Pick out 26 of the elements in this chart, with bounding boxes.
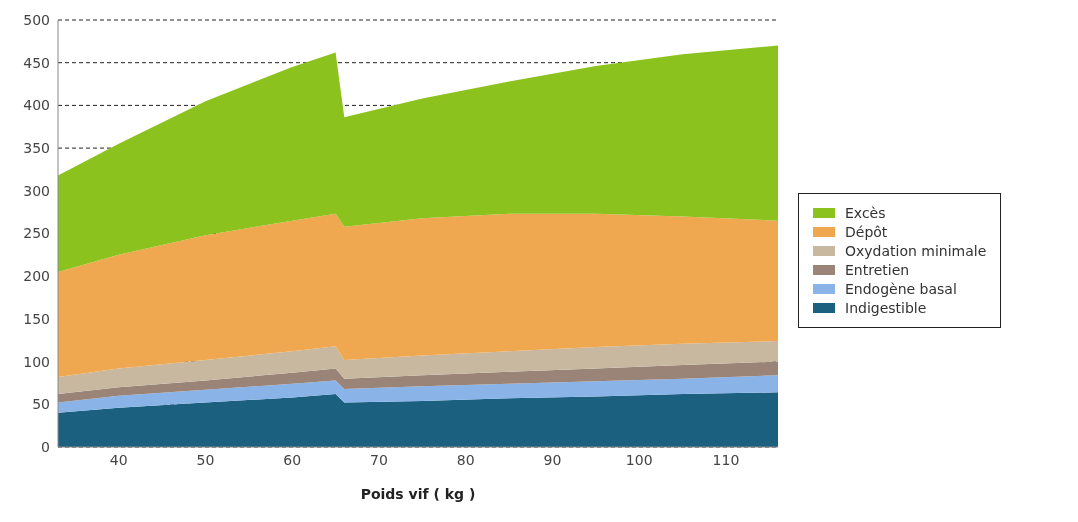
legend-label: Indigestible — [845, 300, 927, 316]
y-tick-label: 500 — [23, 11, 50, 28]
y-tick-label: 250 — [23, 225, 50, 242]
legend-label: Endogène basal — [845, 281, 957, 297]
x-tick-label: 110 — [712, 451, 740, 468]
y-tick-label: 400 — [23, 97, 50, 114]
x-axis-title: Poids vif ( kg ) — [360, 486, 476, 502]
legend-label: Excès — [845, 205, 886, 221]
y-tick-label: 450 — [23, 54, 50, 71]
x-tick-label: 60 — [283, 451, 302, 468]
x-tick-label: 80 — [456, 451, 475, 468]
y-tick-label: 0 — [41, 438, 50, 455]
x-tick-label: 70 — [370, 451, 388, 468]
y-tick-label: 50 — [32, 396, 50, 413]
x-tick-label: 50 — [196, 451, 215, 468]
y-tick-label: 350 — [23, 140, 50, 157]
y-tick-label: 200 — [23, 268, 50, 285]
x-tick-label: 90 — [543, 451, 562, 468]
x-tick-label: 100 — [625, 451, 653, 468]
x-tick-label: 40 — [109, 451, 128, 468]
y-tick-label: 300 — [23, 182, 50, 199]
y-tick-label: 100 — [23, 353, 50, 370]
legend-label: Dépôt — [845, 224, 888, 240]
legend-label: Entretien — [845, 262, 910, 278]
legend-label: Oxydation minimale — [845, 243, 987, 259]
y-tick-label: 150 — [23, 310, 50, 327]
